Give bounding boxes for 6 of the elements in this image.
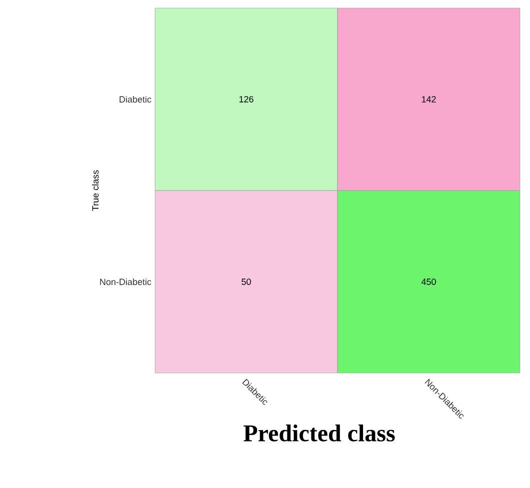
data-label: 50 [242, 278, 251, 285]
x-axis-title: Predicted class [244, 424, 395, 442]
data-label: 126 [239, 96, 254, 102]
data-label: 450 [421, 278, 436, 285]
data-label: 142 [422, 96, 436, 102]
y-axis-title: True class [92, 170, 99, 211]
